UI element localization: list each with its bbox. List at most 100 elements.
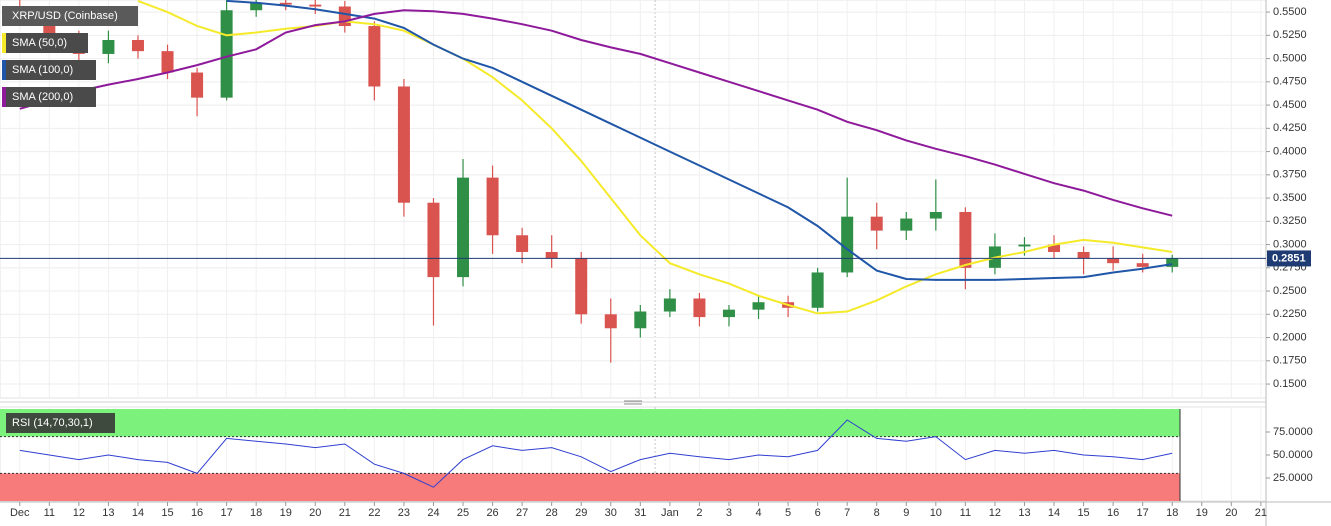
x-tick-label: 11 <box>44 507 55 519</box>
x-tick-label: 11 <box>960 507 971 519</box>
x-tick-label: 15 <box>1077 507 1089 519</box>
x-tick-label: 30 <box>605 507 617 519</box>
y-tick-label: 0.2250 <box>1273 308 1307 320</box>
rsi-y-tick-label: 50.0000 <box>1273 449 1313 461</box>
legend-swatch <box>2 87 6 107</box>
x-tick-label: 20 <box>1225 507 1237 519</box>
x-tick-label: 9 <box>903 507 909 519</box>
y-tick-label: 0.4250 <box>1273 122 1307 134</box>
x-tick-label: 21 <box>339 507 351 519</box>
y-tick-label: 0.1500 <box>1273 378 1307 390</box>
sma-line <box>19 9 1173 217</box>
candle-body <box>604 314 617 329</box>
legend-swatch <box>2 33 6 53</box>
legend-label: XRP/USD (Coinbase) <box>12 10 118 22</box>
candle-body <box>693 298 706 318</box>
y-tick-label: 0.4000 <box>1273 145 1307 157</box>
candle-body <box>457 177 470 278</box>
x-tick-label: 8 <box>874 507 880 519</box>
oversold-band <box>0 473 1180 501</box>
x-tick-label: 17 <box>221 507 233 519</box>
candle-body <box>545 252 558 259</box>
legend-box <box>2 33 88 53</box>
legend-box <box>2 60 96 80</box>
legend-label: RSI (14,70,30,1) <box>12 417 93 429</box>
candle-body <box>279 2 292 5</box>
x-tick-label: 26 <box>486 507 498 519</box>
x-tick-label: 4 <box>755 507 761 519</box>
candle-body <box>486 177 499 236</box>
rsi-line <box>19 419 1173 488</box>
candle-body <box>1107 258 1120 264</box>
candle-body <box>841 216 854 273</box>
x-tick-label: 6 <box>815 507 821 519</box>
main-pane <box>0 0 1267 399</box>
x-tick-label: 20 <box>309 507 321 519</box>
y-tick-label: 0.3500 <box>1273 192 1307 204</box>
x-tick-label: 22 <box>368 507 380 519</box>
x-tick-label: 19 <box>1196 507 1208 519</box>
rsi-y-tick-label: 75.0000 <box>1273 426 1313 438</box>
y-tick-label: 0.5500 <box>1273 6 1307 18</box>
x-tick-label: Jan <box>661 507 679 519</box>
candle-body <box>191 72 204 98</box>
candle-body <box>663 298 676 312</box>
x-tick-label: 23 <box>398 507 410 519</box>
x-tick-label: 15 <box>161 507 173 519</box>
candle-body <box>161 51 174 73</box>
x-tick-label: 17 <box>1137 507 1149 519</box>
y-tick-label: 0.2000 <box>1273 331 1307 343</box>
y-tick-label: 0.3000 <box>1273 238 1307 250</box>
x-tick-label: 13 <box>1018 507 1030 519</box>
y-tick-label: 0.1750 <box>1273 355 1307 367</box>
x-tick-label: 27 <box>516 507 528 519</box>
candle-body <box>309 4 322 7</box>
x-tick-label: 3 <box>726 507 732 519</box>
x-tick-label: 19 <box>280 507 292 519</box>
y-tick-label: 0.3250 <box>1273 215 1307 227</box>
legend-box <box>2 413 115 433</box>
legend-box <box>2 6 138 26</box>
candle-body <box>900 218 913 231</box>
legend-label: SMA (100,0) <box>12 64 73 76</box>
candle-body <box>427 202 440 278</box>
candle-body <box>368 26 381 87</box>
x-tick-label: Dec <box>10 507 30 519</box>
y-tick-label: 0.3750 <box>1273 169 1307 181</box>
candle-body <box>929 212 942 219</box>
candle-body <box>752 302 765 310</box>
x-tick-label: 24 <box>427 507 439 519</box>
y-tick-label: 0.4750 <box>1273 76 1307 88</box>
y-tick-label: 0.5000 <box>1273 52 1307 64</box>
rsi-plot <box>0 407 1262 501</box>
x-tick-label: 28 <box>546 507 558 519</box>
rsi-y-tick-label: 25.0000 <box>1273 472 1313 484</box>
x-tick-label: 16 <box>1107 507 1119 519</box>
candle-body <box>1166 258 1179 267</box>
last-price-tag <box>1267 250 1311 267</box>
x-tick-label: 12 <box>989 507 1001 519</box>
candle-body <box>220 10 233 98</box>
legend: XRP/USD (Coinbase) SMA (50,0) SMA (100,0) S… <box>2 6 138 433</box>
candle-body <box>634 311 647 329</box>
candle-body <box>1018 244 1031 247</box>
y-tick-label: 0.5250 <box>1273 29 1307 41</box>
candle-body <box>102 39 115 54</box>
candle-body <box>959 212 972 268</box>
y-tick-label: 0.4500 <box>1273 99 1307 111</box>
candle-body <box>338 6 351 27</box>
x-tick-label: 7 <box>844 507 850 519</box>
candle-body <box>1048 244 1061 253</box>
x-tick-label: 18 <box>250 507 262 519</box>
x-tick-label: 10 <box>930 507 942 519</box>
candle-body <box>397 86 410 203</box>
candle-body <box>870 216 883 231</box>
legend-label: SMA (200,0) <box>12 91 73 103</box>
x-tick-label: 16 <box>191 507 203 519</box>
x-tick-label: 25 <box>457 507 469 519</box>
x-tick-label: 21 <box>1255 507 1267 519</box>
legend-label: SMA (50,0) <box>12 37 67 49</box>
y-tick-label: 0.2500 <box>1273 285 1307 297</box>
candle-body <box>131 39 144 52</box>
